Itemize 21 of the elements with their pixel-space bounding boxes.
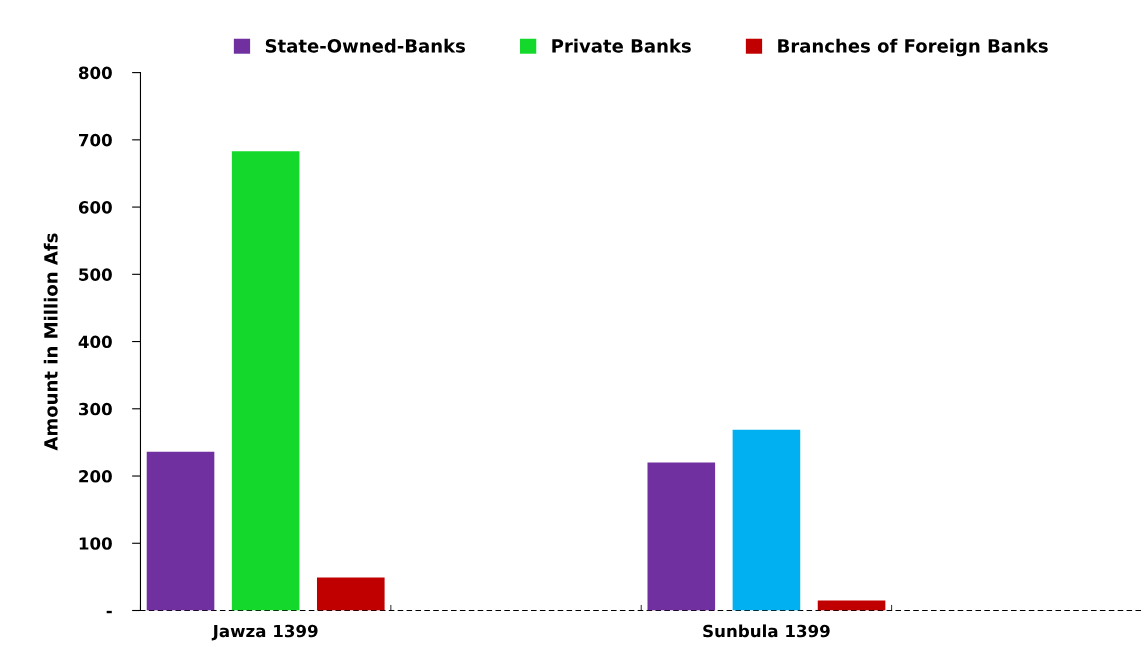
- y-tick-label: 500: [79, 268, 112, 281]
- bar: [146, 451, 215, 611]
- bar: [817, 600, 886, 611]
- legend-label: State-Owned-Banks: [265, 38, 465, 53]
- y-tick-label: 300: [79, 402, 112, 416]
- y-tick-label: 400: [78, 335, 112, 349]
- legend-label: Private Banks: [552, 38, 691, 53]
- y-axis-title: Amount in Million Afs: [43, 233, 58, 451]
- y-tick-label: 600: [78, 201, 112, 214]
- y-tick-label: 200: [79, 469, 112, 483]
- y-tick-label: -: [106, 610, 112, 614]
- y-tick-label: 100: [79, 537, 112, 550]
- bar: [732, 429, 801, 611]
- x-tick-label: Jawza 1399: [211, 624, 318, 641]
- y-tick-label: 800: [78, 66, 112, 80]
- legend-label: Branches of Foreign Banks: [778, 38, 1048, 57]
- bar: [316, 577, 385, 611]
- y-tick-label: 700: [79, 133, 112, 147]
- bar: [231, 151, 300, 611]
- x-tick-label: Sunbula 1399: [703, 624, 830, 638]
- bar: [647, 462, 716, 611]
